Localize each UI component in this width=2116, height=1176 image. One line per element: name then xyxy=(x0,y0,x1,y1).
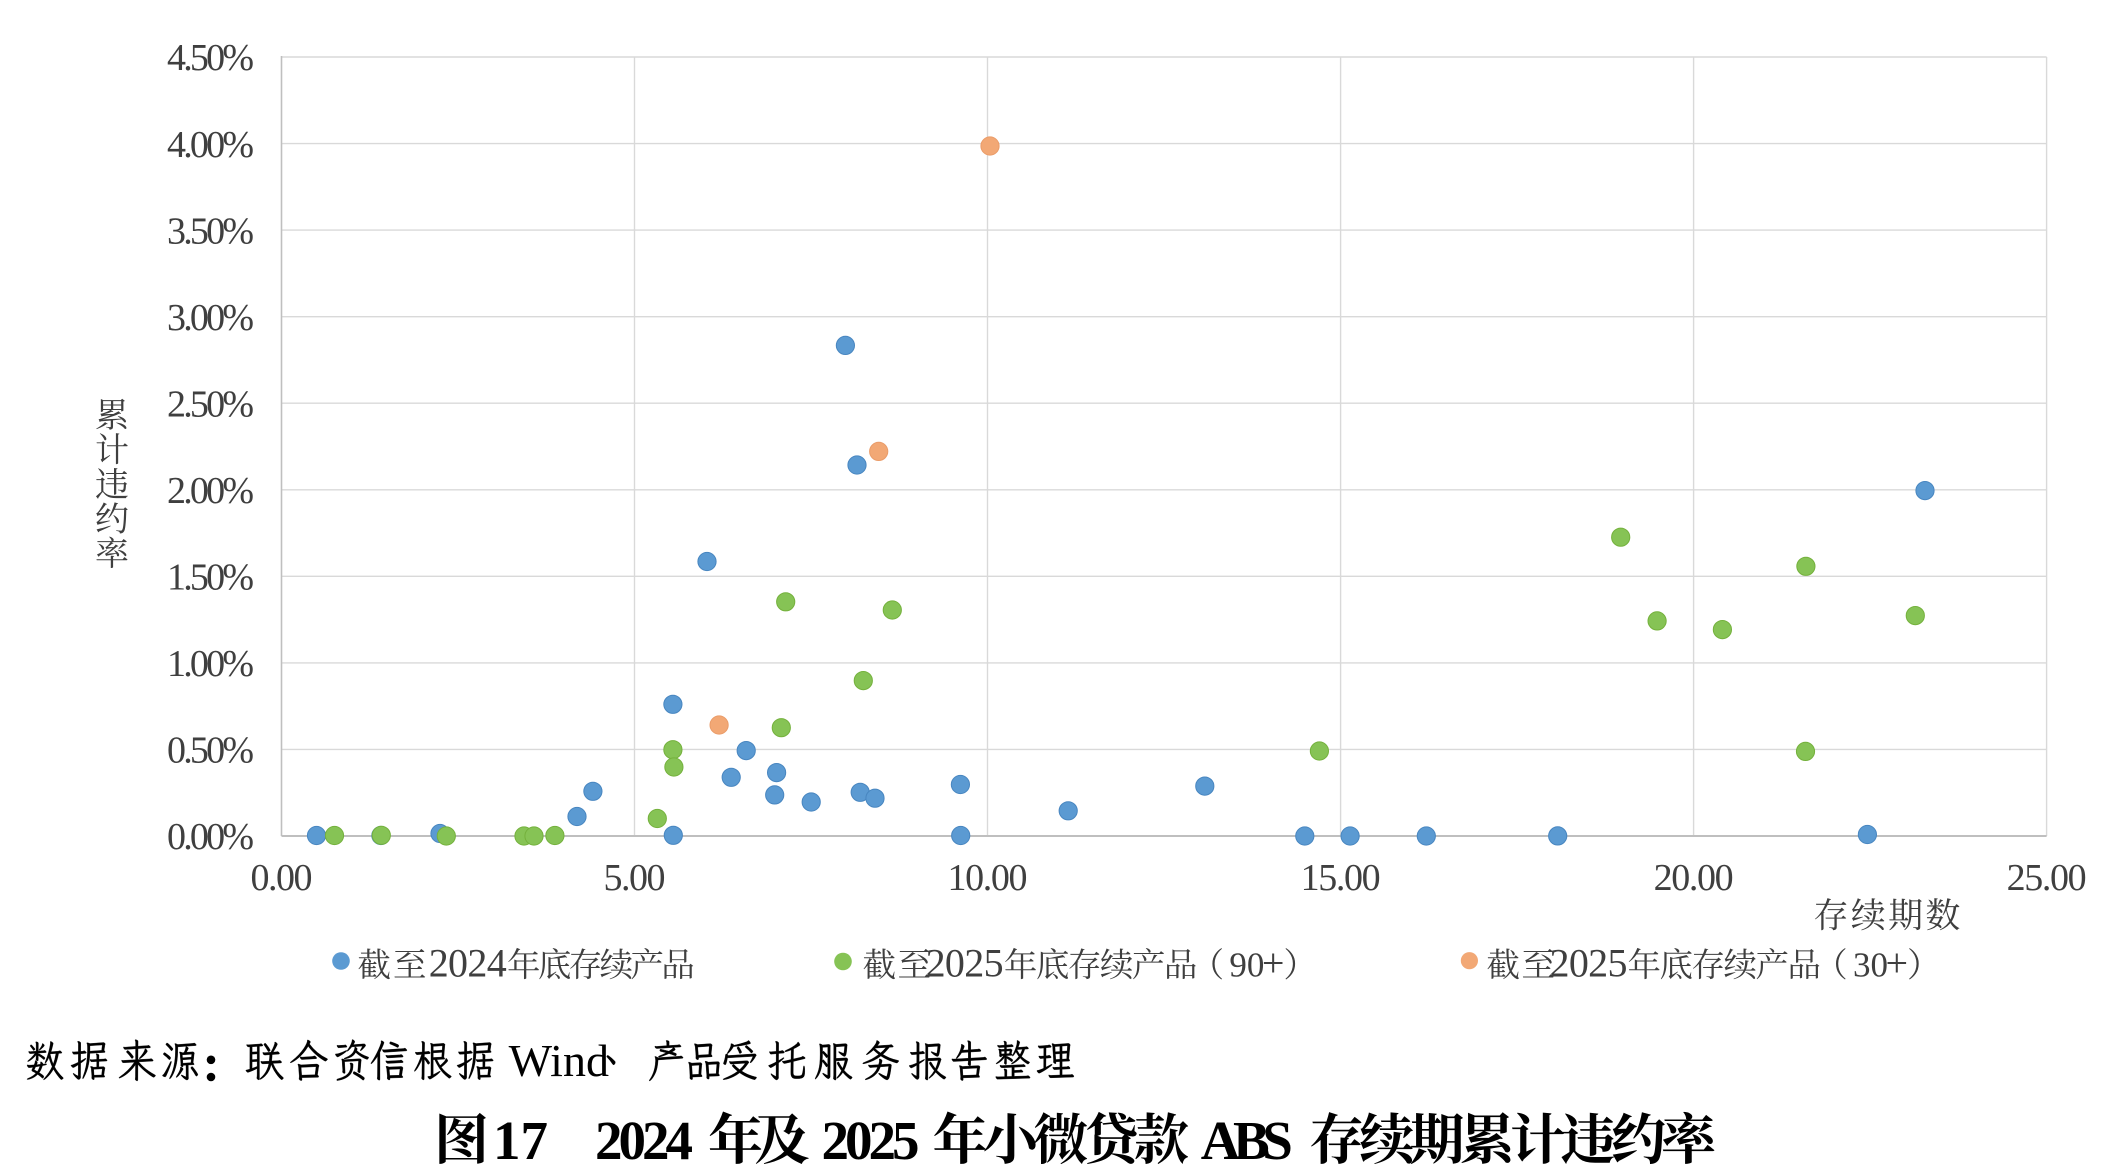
svg-text:90: 90 xyxy=(1229,946,1264,985)
svg-text:15.00: 15.00 xyxy=(1301,857,1381,899)
svg-text:2025: 2025 xyxy=(926,941,1004,986)
svg-text:20.00: 20.00 xyxy=(1654,857,1734,899)
svg-text:2.00%: 2.00% xyxy=(167,470,254,512)
svg-text:0.50%: 0.50% xyxy=(167,730,254,772)
svg-text:0.00: 0.00 xyxy=(251,857,313,899)
svg-text:Wind: Wind xyxy=(509,1035,609,1086)
svg-text:0.00%: 0.00% xyxy=(167,816,254,858)
svg-text:+: + xyxy=(1886,941,1909,986)
svg-text:3.00%: 3.00% xyxy=(167,297,254,339)
svg-text:2024: 2024 xyxy=(595,1110,693,1171)
svg-text:17: 17 xyxy=(493,1110,548,1171)
svg-text:1.50%: 1.50% xyxy=(167,557,254,599)
svg-text:3.50%: 3.50% xyxy=(167,210,254,252)
svg-text:2025: 2025 xyxy=(822,1110,920,1171)
svg-text:25.00: 25.00 xyxy=(2007,857,2087,899)
svg-text:+: + xyxy=(1262,941,1285,986)
svg-text:ABS: ABS xyxy=(1201,1110,1293,1171)
svg-text:4.50%: 4.50% xyxy=(167,37,254,79)
svg-text:2.50%: 2.50% xyxy=(167,383,254,425)
svg-text:4.00%: 4.00% xyxy=(167,124,254,166)
svg-text:5.00: 5.00 xyxy=(604,857,666,899)
svg-text:1.00%: 1.00% xyxy=(167,643,254,685)
svg-text:30: 30 xyxy=(1853,946,1888,985)
svg-text:2024: 2024 xyxy=(429,941,507,986)
svg-text:10.00: 10.00 xyxy=(948,857,1028,899)
svg-text:2025: 2025 xyxy=(1550,941,1628,986)
